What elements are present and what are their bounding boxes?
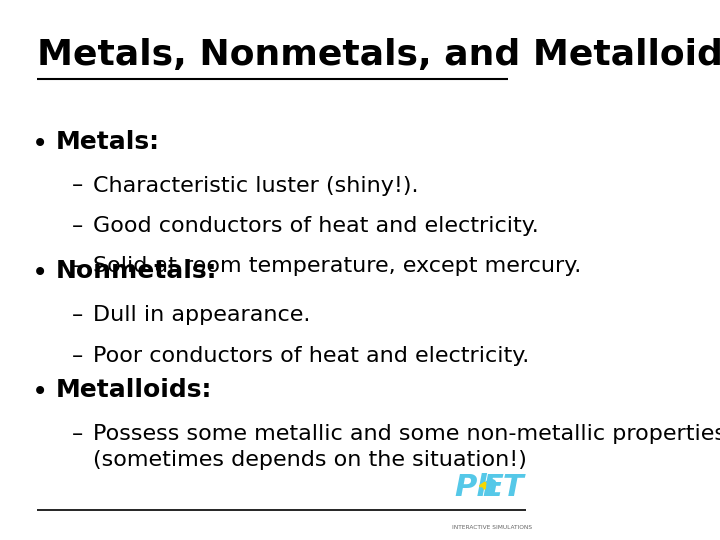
Text: Dull in appearance.: Dull in appearance.: [93, 305, 310, 325]
Text: ET: ET: [482, 473, 523, 502]
Text: Characteristic luster (shiny!).: Characteristic luster (shiny!).: [93, 176, 418, 195]
Text: Possess some metallic and some non-metallic properties
(sometimes depends on the: Possess some metallic and some non-metal…: [93, 424, 720, 470]
Text: •: •: [32, 130, 48, 158]
Text: Poor conductors of heat and electricity.: Poor conductors of heat and electricity.: [93, 346, 529, 366]
Text: •: •: [32, 259, 48, 287]
Text: Metals:: Metals:: [56, 130, 160, 153]
Text: Good conductors of heat and electricity.: Good conductors of heat and electricity.: [93, 216, 539, 236]
Text: –: –: [72, 305, 83, 325]
Text: Nonmetals:: Nonmetals:: [56, 259, 217, 283]
Text: –: –: [72, 256, 83, 276]
Text: INTERACTIVE SIMULATIONS: INTERACTIVE SIMULATIONS: [452, 525, 532, 530]
Text: Solid at room temperature, except mercury.: Solid at room temperature, except mercur…: [93, 256, 581, 276]
Text: Ph: Ph: [454, 473, 499, 502]
Text: Metalloids:: Metalloids:: [56, 378, 212, 402]
Text: –: –: [72, 346, 83, 366]
Text: Metals, Nonmetals, and Metalloids: Metals, Nonmetals, and Metalloids: [37, 38, 720, 72]
Text: –: –: [72, 424, 83, 444]
Text: •: •: [32, 378, 48, 406]
Text: –: –: [72, 216, 83, 236]
Text: –: –: [72, 176, 83, 195]
